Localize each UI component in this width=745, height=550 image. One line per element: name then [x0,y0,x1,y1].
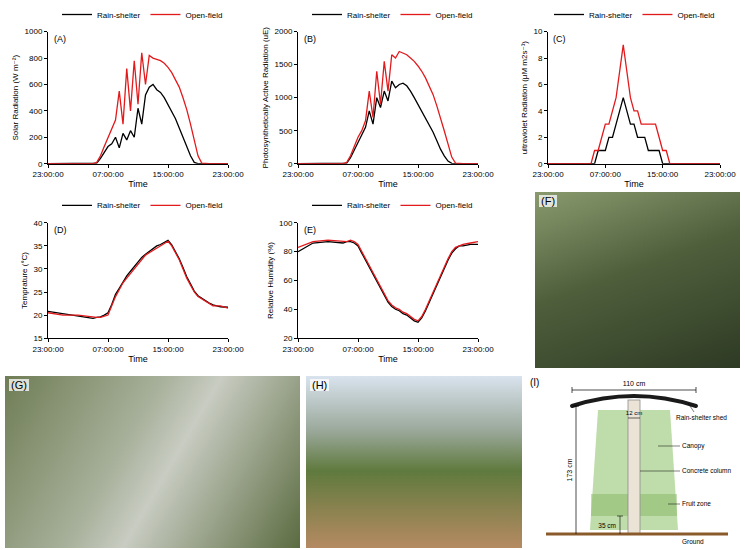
svg-text:Time: Time [624,179,644,189]
svg-text:0: 0 [288,160,293,169]
svg-text:Time: Time [128,354,148,364]
svg-text:6: 6 [538,80,543,89]
svg-text:(A): (A) [54,34,66,44]
html-text:(G): (G) [11,379,27,391]
svg-text:0: 0 [38,160,43,169]
svg-text:Relative Humidity (%): Relative Humidity (%) [266,242,275,319]
svg-text:80: 80 [283,247,292,256]
svg-text:Rain-shelter: Rain-shelter [347,201,390,210]
svg-text:Rain-shelter: Rain-shelter [97,201,140,210]
svg-text:07:00:00: 07:00:00 [342,170,374,179]
svg-text:600: 600 [29,80,43,89]
svg-text:Open-field: Open-field [677,11,714,20]
svg-text:10: 10 [533,27,542,36]
svg-text:200: 200 [29,133,43,142]
svg-text:23:00:00: 23:00:00 [532,170,564,179]
svg-text:(I): (I) [530,377,539,388]
svg-text:ultraviolet Radiation (μM m2s⁻: ultraviolet Radiation (μM m2s⁻¹) [520,41,529,155]
svg-text:Open-field: Open-field [185,11,222,20]
svg-text:23:00:00: 23:00:00 [32,345,64,354]
svg-text:Time: Time [378,179,398,189]
svg-text:30: 30 [33,265,42,274]
svg-text:15:00:00: 15:00:00 [402,170,434,179]
svg-text:4: 4 [538,107,543,116]
svg-text:Concrete column: Concrete column [682,467,732,474]
svg-text:40: 40 [283,305,292,314]
svg-text:Fruit zone: Fruit zone [682,500,711,507]
svg-text:15: 15 [33,334,42,343]
svg-text:20: 20 [33,311,42,320]
svg-text:500: 500 [279,126,293,135]
svg-text:(B): (B) [304,34,316,44]
svg-text:15:00:00: 15:00:00 [402,345,434,354]
svg-text:15:00:00: 15:00:00 [647,170,679,179]
svg-text:(C): (C) [553,34,566,44]
svg-text:07:00:00: 07:00:00 [590,170,622,179]
svg-text:800: 800 [29,54,43,63]
svg-text:60: 60 [283,276,292,285]
svg-text:Rain-shelter: Rain-shelter [97,11,140,20]
svg-text:110 cm: 110 cm [623,380,646,387]
svg-text:Open-field: Open-field [435,11,472,20]
svg-text:Solar Radiation (W m⁻²): Solar Radiation (W m⁻²) [11,55,20,141]
svg-text:400: 400 [29,107,43,116]
svg-text:07:00:00: 07:00:00 [92,345,124,354]
svg-text:0: 0 [538,160,543,169]
svg-text:35 cm: 35 cm [598,522,616,529]
svg-text:8: 8 [538,54,543,63]
svg-text:07:00:00: 07:00:00 [92,170,124,179]
svg-text:35: 35 [33,242,42,251]
svg-text:25: 25 [33,288,42,297]
svg-text:1500: 1500 [275,60,293,69]
svg-text:40: 40 [33,219,42,228]
svg-text:07:00:00: 07:00:00 [342,345,374,354]
svg-text:Time: Time [378,354,398,364]
svg-text:173 cm: 173 cm [566,458,573,481]
svg-text:(E): (E) [304,225,316,235]
svg-text:23:00:00: 23:00:00 [212,345,244,354]
svg-text:23:00:00: 23:00:00 [32,170,64,179]
svg-text:23:00:00: 23:00:00 [462,170,494,179]
svg-text:Ground: Ground [682,538,704,545]
html-text:(F): (F) [541,195,555,207]
html-text:(H): (H) [312,379,328,391]
svg-text:15:00:00: 15:00:00 [152,170,184,179]
svg-text:20: 20 [283,334,292,343]
svg-text:23:00:00: 23:00:00 [462,345,494,354]
svg-text:Rain-shelter shed: Rain-shelter shed [676,414,727,421]
svg-text:23:00:00: 23:00:00 [212,170,244,179]
svg-text:12 cm: 12 cm [626,410,642,416]
svg-text:1000: 1000 [25,27,43,36]
svg-text:23:00:00: 23:00:00 [282,345,314,354]
svg-text:2000: 2000 [275,27,293,36]
svg-text:Rain-shelter: Rain-shelter [347,11,390,20]
svg-text:Temprature (°C): Temprature (°C) [20,252,29,309]
svg-text:1000: 1000 [275,93,293,102]
svg-text:Open-field: Open-field [185,201,222,210]
svg-text:Canopy: Canopy [682,442,705,450]
svg-text:23:00:00: 23:00:00 [704,170,736,179]
svg-text:(D): (D) [54,225,67,235]
svg-text:100: 100 [279,219,293,228]
svg-text:15:00:00: 15:00:00 [152,345,184,354]
svg-text:Rain-shelter: Rain-shelter [589,11,632,20]
svg-text:Open-field: Open-field [435,201,472,210]
svg-text:Photosynthetically Active Radi: Photosynthetically Active Radiation (uE) [261,27,270,169]
svg-text:Time: Time [128,179,148,189]
svg-text:23:00:00: 23:00:00 [282,170,314,179]
svg-text:2: 2 [538,133,543,142]
